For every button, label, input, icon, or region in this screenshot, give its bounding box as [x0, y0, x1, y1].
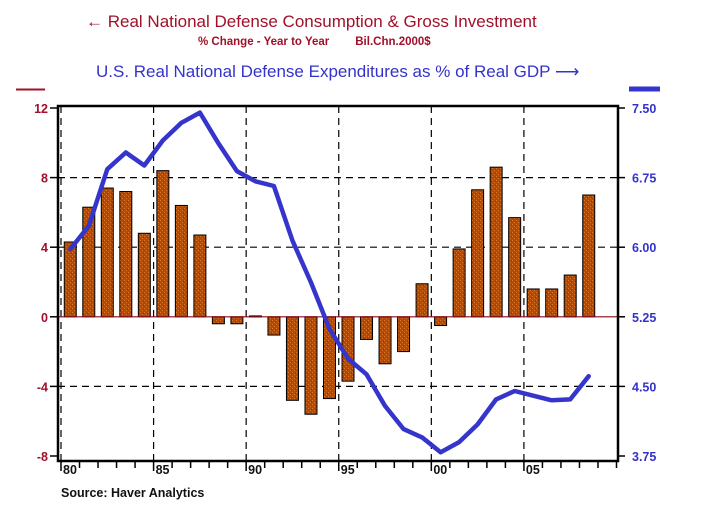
left-axis-tick-label: 12 — [34, 102, 48, 116]
left-axis-tick-label: -4 — [37, 380, 48, 394]
subtitle-basis: Bil.Chn.2000$ — [355, 36, 431, 48]
bar — [230, 316, 244, 325]
left-series-subtitle: % Change - Year to Year Bil.Chn.2000$ — [198, 36, 457, 48]
bar — [156, 170, 170, 318]
bar — [452, 248, 466, 318]
bar — [360, 316, 374, 340]
left-axis-tick-label: 8 — [41, 172, 48, 186]
right-series-title: U.S. Real National Defense Expenditures … — [96, 62, 579, 82]
right-arrow-icon: ⟶ — [554, 62, 580, 81]
bar — [63, 241, 77, 318]
subtitle-units: % Change - Year to Year — [198, 36, 330, 48]
bar — [285, 316, 299, 401]
right-axis-tick-label: 6.00 — [632, 241, 656, 255]
left-axis-tick-label: 0 — [41, 311, 48, 325]
left-series-title: ← Real National Defense Consumption & Gr… — [86, 12, 537, 32]
bar — [545, 288, 559, 318]
x-axis-tick-label: 85 — [156, 463, 170, 477]
right-axis-tick-label: 5.25 — [632, 311, 656, 325]
x-axis-tick-label: 05 — [526, 463, 540, 477]
right-axis-tick-label: 7.50 — [632, 102, 656, 116]
right-axis-tick-label: 4.50 — [632, 380, 656, 394]
right-axis-tick-label: 6.75 — [632, 172, 656, 186]
source-note: Source: Haver Analytics — [61, 486, 205, 500]
left-axis-tick-label: -8 — [37, 450, 48, 464]
bar — [563, 274, 577, 318]
left-series-title-text: Real National Defense Consumption & Gros… — [107, 12, 537, 31]
x-axis-tick-label: 80 — [63, 463, 77, 477]
bar — [267, 316, 281, 336]
x-axis-tick-label: 00 — [433, 463, 447, 477]
left-arrow-icon: ← — [86, 12, 103, 31]
bar — [193, 234, 207, 318]
right-axis-tick-label: 3.75 — [632, 450, 656, 464]
right-series-title-text: U.S. Real National Defense Expenditures … — [96, 62, 551, 81]
bar — [100, 187, 114, 318]
bar — [137, 232, 151, 318]
bar — [119, 191, 133, 318]
bar — [174, 204, 188, 318]
left-axis-tick-label: 4 — [41, 241, 48, 255]
bar — [471, 189, 485, 318]
bar — [304, 316, 318, 415]
bar — [397, 316, 411, 353]
bar — [415, 283, 429, 318]
bar — [434, 316, 448, 326]
bar — [508, 217, 522, 318]
x-axis-tick-label: 95 — [341, 463, 355, 477]
x-axis-tick-label: 90 — [248, 463, 262, 477]
bar — [582, 194, 596, 318]
bar — [526, 288, 540, 318]
bar — [489, 166, 503, 318]
bar — [211, 316, 225, 325]
bar — [378, 316, 392, 365]
